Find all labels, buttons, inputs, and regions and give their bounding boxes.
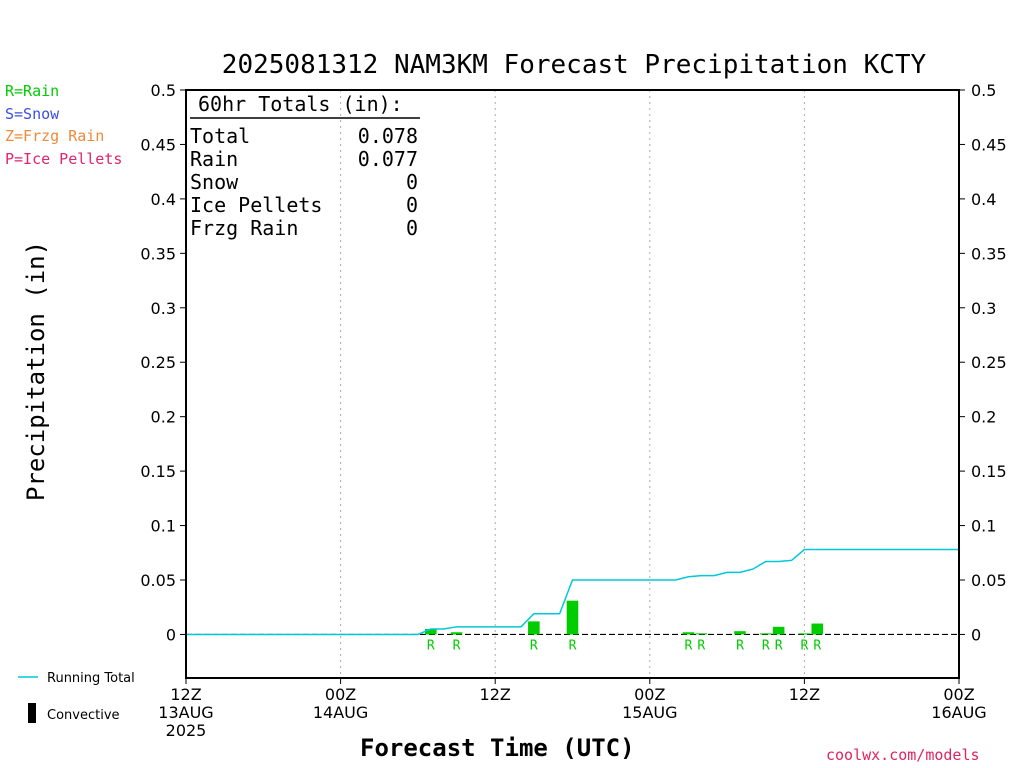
ptype-label: R	[775, 638, 783, 653]
ptype-label: R	[453, 638, 461, 653]
y-tick-label-right: 0.3	[971, 299, 996, 318]
x-tick-label: 12Z	[480, 685, 511, 704]
y-tick-label-left: 0.2	[151, 408, 176, 427]
y-tick-label-left: 0.15	[140, 462, 176, 481]
totals-header: 60hr Totals (in):	[198, 92, 403, 116]
x-axis-label: Forecast Time (UTC)	[360, 734, 635, 762]
totals-value-snow: 0	[406, 170, 418, 194]
ptype-label: R	[530, 638, 538, 653]
y-tick-label-left: 0	[166, 625, 176, 644]
y-tick-label-right: 0.2	[971, 408, 996, 427]
x-tick-label: 12Z	[170, 685, 201, 704]
y-tick-label-left: 0.5	[151, 81, 176, 100]
y-tick-label-left: 0.35	[140, 244, 176, 263]
y-tick-label-right: 0.45	[971, 135, 1007, 154]
y-tick-label-right: 0	[971, 625, 981, 644]
credit-text: coolwx.com/models	[826, 746, 980, 764]
x-tick-label: 14AUG	[313, 703, 368, 722]
y-tick-label-left: 0.4	[151, 190, 176, 209]
totals-box: 60hr Totals (in): Total 0.078 Rain 0.077…	[190, 92, 420, 240]
y-tick-label-left: 0.25	[140, 353, 176, 372]
totals-label-frzg-rain: Frzg Rain	[190, 216, 298, 240]
precip-bar	[450, 632, 463, 635]
ptype-label: R	[685, 638, 693, 653]
bottom-legend: Running Total Convective	[18, 671, 135, 723]
y-tick-label-left: 0.1	[151, 517, 176, 536]
y-tick-label-right: 0.15	[971, 462, 1007, 481]
x-tick-label: 00Z	[325, 685, 356, 704]
y-ticks: 0 00.05 0.050.1 0.10.15 0.150.2 0.20.25 0.250.…	[140, 81, 1006, 644]
ptype-label: R	[813, 638, 821, 653]
precip-bar	[528, 621, 540, 635]
totals-value-frzg-rain: 0	[406, 216, 418, 240]
y-tick-label-right: 0.35	[971, 244, 1007, 263]
ptype-label: R	[800, 638, 808, 653]
precip-bar	[566, 600, 579, 635]
y-tick-label-right: 0.25	[971, 353, 1007, 372]
precip-bar	[682, 632, 695, 635]
totals-label-ice-pellets: Ice Pellets	[190, 193, 322, 217]
convective-swatch	[28, 703, 36, 723]
precip-bar	[759, 633, 772, 635]
ptype-label: R	[762, 638, 770, 653]
y-tick-label-left: 0.3	[151, 299, 176, 318]
totals-value-rain: 0.077	[358, 147, 418, 171]
precip-bar	[772, 626, 785, 635]
legend-snow: S=Snow	[5, 105, 60, 123]
precip-bar	[811, 623, 824, 635]
precip-bar	[424, 629, 437, 635]
precip-bar	[734, 631, 746, 635]
precip-bar	[695, 633, 708, 635]
running-total-group	[186, 548, 959, 636]
x-tick-label: 15AUG	[622, 703, 677, 722]
y-tick-label-left: 0.05	[140, 571, 176, 590]
y-tick-label-right: 0.5	[971, 81, 996, 100]
x-tick-label: 12Z	[789, 685, 820, 704]
chart-title: 2025081312 NAM3KM Forecast Precipitation…	[221, 50, 927, 80]
x-tick-label: 2025	[166, 721, 207, 740]
ptype-label: R	[569, 638, 577, 653]
ptype-label: R	[427, 638, 435, 653]
grid-lines	[186, 90, 959, 678]
plot-frame	[185, 89, 960, 679]
x-tick-label: 00Z	[634, 685, 665, 704]
legend-ice-pellets: P=Ice Pellets	[5, 150, 123, 168]
legend-rain: R=Rain	[5, 82, 60, 100]
totals-label-total: Total	[190, 124, 250, 148]
x-tick-label: 16AUG	[931, 703, 986, 722]
totals-label-snow: Snow	[190, 170, 239, 194]
legend-frzg-rain: Z=Frzg Rain	[5, 127, 105, 145]
totals-label-rain: Rain	[190, 147, 238, 171]
y-tick-label-right: 0.05	[971, 571, 1007, 590]
ptype-label: R	[736, 638, 744, 653]
running-total-line	[186, 548, 959, 636]
y-tick-label-right: 0.4	[971, 190, 996, 209]
convective-legend-label: Convective	[47, 708, 120, 723]
precip-bar	[798, 633, 811, 635]
x-tick-label: 13AUG	[158, 703, 213, 722]
y-tick-label-left: 0.45	[140, 135, 176, 154]
running-total-legend-label: Running Total	[47, 671, 135, 686]
y-tick-label-right: 0.1	[971, 517, 996, 536]
ptype-label: R	[697, 638, 705, 653]
totals-value-ice-pellets: 0	[406, 193, 418, 217]
totals-value-total: 0.078	[358, 124, 418, 148]
x-tick-label: 00Z	[943, 685, 974, 704]
